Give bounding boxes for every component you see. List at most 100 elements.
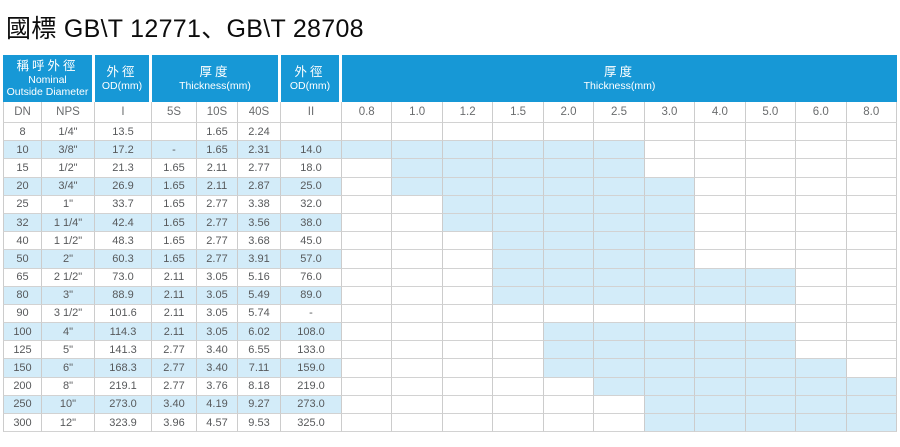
row-90-dn: 90 [3,304,42,324]
row-50-thickness-1.2 [442,250,494,269]
row-8-thickness-1.5 [493,123,544,142]
row-10-thickness-1.0-available [392,141,443,160]
row-125-40s: 6.55 [238,341,281,360]
row-50-thickness-4.0 [695,250,746,269]
row-125-thickness-4.0-available [695,341,746,360]
header-od1-en: OD(mm) [101,79,143,92]
header-group-thickness-mm: 厚度 Thickness(mm) [342,55,897,102]
row-200-10s: 3.76 [197,377,238,396]
row-50-dn: 50 [3,250,42,269]
row-200-5s: 2.77 [152,377,197,396]
header-group-od-2: 外徑 OD(mm) [281,55,342,102]
row-20-40s: 2.87 [238,177,281,196]
row-15-10s: 2.11 [197,159,238,178]
row-80-thickness-1.0 [392,286,443,305]
row-80-thickness-0.8 [342,286,393,305]
row-20-dn: 20 [3,177,42,196]
row-32-thickness-0.8 [342,213,393,233]
row-40-5s: 1.65 [152,232,197,251]
header-od1-zh: 外徑 [106,64,138,79]
row-10-thickness-8.0 [846,141,897,160]
row-8-10s: 1.65 [197,123,238,142]
page-title: 國標 GB\T 12771、GB\T 28708 [6,15,364,43]
row-200-dn: 200 [3,377,42,396]
row-65-thickness-1.0 [392,268,443,287]
row-25-thickness-1.2-available [442,195,494,214]
row-25-thickness-1.5-available [493,195,544,214]
header-thickness-sch-zh: 厚度 [199,64,231,79]
row-10-thickness-1.2-available [442,141,494,160]
row-100-thickness-3.0-available [644,323,696,342]
row-40-thickness-8.0 [846,232,897,251]
row-150-dn: 150 [3,359,42,378]
row-125-od2: 133.0 [281,341,342,360]
row-90-nps: 3 1/2" [42,304,95,324]
row-90-thickness-4.0 [695,304,746,324]
row-65-dn: 65 [3,268,42,287]
row-125-thickness-5.0-available [745,341,797,360]
row-8-thickness-6.0 [796,123,847,142]
row-15-thickness-4.0 [695,159,746,178]
row-250-thickness-5.0-available [745,395,797,414]
row-80-thickness-1.2 [442,286,494,305]
row-25-od1: 33.7 [95,195,152,214]
row-100-thickness-1.0 [392,323,443,342]
row-32-nps: 1 1/4" [42,213,95,233]
row-250-thickness-1.0 [392,395,443,414]
row-125-nps: 5" [42,341,95,360]
subheader-cell-40S: 40S [238,102,281,123]
row-15-5s: 1.65 [152,159,197,178]
row-20-thickness-3.0-available [644,177,696,196]
row-50-thickness-1.0 [392,250,443,269]
row-200-thickness-1.0 [392,377,443,396]
row-150-od2: 159.0 [281,359,342,378]
subheader-cell-1.5: 1.5 [493,102,544,123]
row-8-nps: 1/4" [42,123,95,142]
row-25-thickness-5.0 [745,195,797,214]
row-20-od2: 25.0 [281,177,342,196]
row-20-thickness-6.0 [796,177,847,196]
row-50-thickness-0.8 [342,250,393,269]
row-100-thickness-1.5 [493,323,544,342]
row-200-thickness-5.0-available [745,377,797,396]
header-group-nominal-diameter: 稱呼外徑 Nominal Outside Diameter [3,55,95,102]
row-300-thickness-1.2 [442,414,494,433]
row-80-dn: 80 [3,286,42,305]
row-15-thickness-1.0-available [392,159,443,178]
row-50-od1: 60.3 [95,250,152,269]
row-40-dn: 40 [3,232,42,251]
row-200-thickness-2.5-available [594,377,645,396]
row-90-5s: 2.11 [152,304,197,324]
row-8-thickness-1.2 [442,123,494,142]
row-10-thickness-2.0-available [543,141,595,160]
row-90-thickness-6.0 [796,304,847,324]
row-250-thickness-6.0-available [796,395,847,414]
row-250-10s: 4.19 [197,395,238,414]
row-150-nps: 6" [42,359,95,378]
row-8-od2 [281,123,342,142]
row-20-thickness-2.0-available [543,177,595,196]
row-200-od1: 219.1 [95,377,152,396]
row-80-thickness-1.5-available [493,286,544,305]
row-250-dn: 250 [3,395,42,414]
row-80-od2: 89.0 [281,286,342,305]
row-8-thickness-3.0 [644,123,696,142]
row-25-thickness-1.0 [392,195,443,214]
row-8-thickness-0.8 [342,123,393,142]
row-20-thickness-8.0 [846,177,897,196]
row-300-thickness-0.8 [342,414,393,433]
row-250-od1: 273.0 [95,395,152,414]
row-10-dn: 10 [3,141,42,160]
row-40-thickness-0.8 [342,232,393,251]
row-50-thickness-1.5-available [493,250,544,269]
row-20-5s: 1.65 [152,177,197,196]
row-250-thickness-4.0-available [695,395,746,414]
row-250-5s: 3.40 [152,395,197,414]
row-125-od1: 141.3 [95,341,152,360]
row-300-thickness-2.0 [543,414,595,433]
row-32-thickness-2.5-available [594,213,645,233]
row-200-od2: 219.0 [281,377,342,396]
row-10-40s: 2.31 [238,141,281,160]
row-150-thickness-6.0-available [796,359,847,378]
row-80-thickness-2.5-available [594,286,645,305]
